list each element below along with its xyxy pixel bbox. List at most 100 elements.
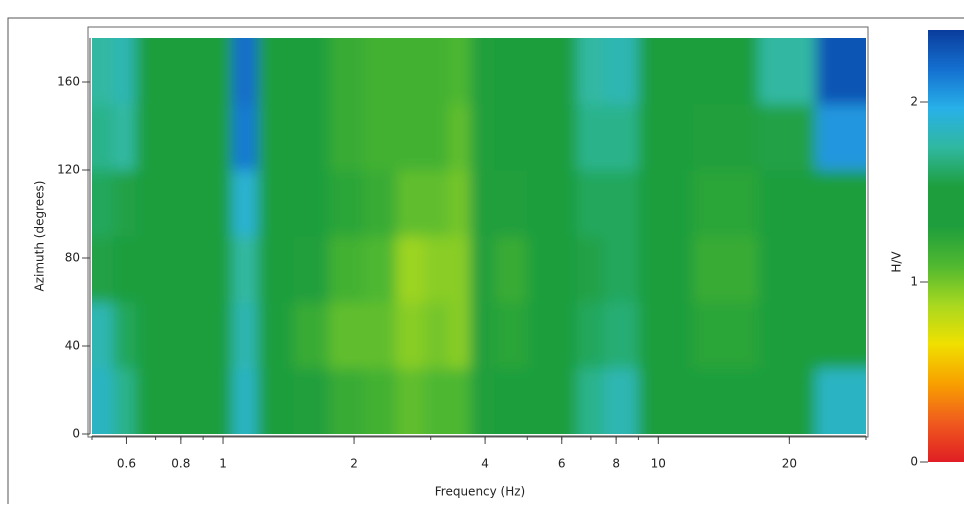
axes: 0.6 0.8 1 2 4 6 8 10 20 0 40 80 120 160 0 1 2 [57, 30, 964, 471]
heatmap-cell [603, 302, 639, 369]
heatmap-cell [424, 170, 450, 237]
heatmap-cell [424, 38, 450, 105]
x-tick-label: 8 [612, 457, 620, 471]
x-tick-label: 2 [350, 457, 358, 471]
heatmap-cell [494, 38, 528, 105]
heatmap-cell [576, 104, 605, 171]
y-tick-label: 160 [57, 75, 80, 89]
heatmap-cell [758, 236, 817, 303]
heatmap-cell [168, 104, 214, 171]
heatmap-cell [92, 38, 114, 105]
heatmap-cell [758, 38, 817, 105]
heatmap-cell [232, 38, 258, 105]
heatmap-cell [576, 236, 605, 303]
y-tick-label: 0 [72, 427, 80, 441]
heatmap-cell [638, 302, 694, 369]
heatmap [92, 38, 866, 434]
colorbar-tick-label: 2 [910, 95, 918, 109]
heatmap-cell [494, 236, 528, 303]
heatmap-cell [494, 302, 528, 369]
heatmap-cell [92, 368, 114, 434]
heatmap-cell [293, 170, 330, 237]
heatmap-cell [527, 368, 578, 434]
heatmap-cell [113, 236, 137, 303]
heatmap-cell [363, 302, 397, 369]
heatmap-cell [470, 302, 495, 369]
heatmap-cell [470, 38, 495, 105]
heatmap-cell [815, 368, 866, 434]
heatmap-cell [135, 236, 170, 303]
heatmap-cell [363, 368, 397, 434]
y-tick-label: 40 [65, 339, 80, 353]
heatmap-cell [815, 236, 866, 303]
heatmap-cell [232, 104, 258, 171]
heatmap-cell [527, 302, 578, 369]
heatmap-cell [424, 302, 450, 369]
heatmap-cell [328, 104, 364, 171]
heatmap-cell [363, 104, 397, 171]
heatmap-cell [692, 368, 760, 434]
heatmap-cell [448, 170, 471, 237]
heatmap-cell [603, 104, 639, 171]
heatmap-cell [113, 368, 137, 434]
heatmap-cell [692, 236, 760, 303]
heatmap-cell [213, 38, 233, 105]
colorbar-tick-label: 1 [910, 275, 918, 289]
heatmap-cell [448, 236, 471, 303]
heatmap-cell [257, 368, 294, 434]
heatmap-cell [92, 104, 114, 171]
heatmap-cell [424, 236, 450, 303]
heatmap-cell [293, 302, 330, 369]
heatmap-cell [232, 302, 258, 369]
x-tick-label: 0.6 [117, 457, 136, 471]
x-tick-label: 1 [219, 457, 227, 471]
heatmap-cell [328, 170, 364, 237]
heatmap-cell [328, 236, 364, 303]
heatmap-cell [328, 38, 364, 105]
heatmap-cell [396, 104, 425, 171]
heatmap-cell [448, 104, 471, 171]
heatmap-cell [113, 104, 137, 171]
colorbar [928, 30, 964, 462]
heatmap-cell [494, 170, 528, 237]
heatmap-cell [576, 302, 605, 369]
heatmap-cell [424, 368, 450, 434]
heatmap-cell [257, 302, 294, 369]
heatmap-cell [638, 104, 694, 171]
heatmap-cell [293, 104, 330, 171]
heatmap-cell [603, 236, 639, 303]
colorbar-tick-label: 0 [910, 455, 918, 469]
heatmap-cell [293, 368, 330, 434]
heatmap-cell [92, 170, 114, 237]
heatmap-cell [213, 368, 233, 434]
heatmap-cell [168, 236, 214, 303]
x-tick-label: 4 [481, 457, 489, 471]
x-tick-label: 6 [558, 457, 566, 471]
heatmap-cell [527, 38, 578, 105]
heatmap-cell [257, 38, 294, 105]
heatmap-cell [92, 302, 114, 369]
heatmap-cell [638, 368, 694, 434]
heatmap-cell [168, 38, 214, 105]
heatmap-cell [527, 104, 578, 171]
heatmap-cell [135, 170, 170, 237]
heatmap-cell [92, 236, 114, 303]
heatmap-cell [758, 170, 817, 237]
heatmap-cell [257, 236, 294, 303]
x-axis-label: Frequency (Hz) [435, 485, 526, 499]
heatmap-cell [758, 368, 817, 434]
heatmap-cell [257, 104, 294, 171]
heatmap-cell [213, 170, 233, 237]
heatmap-cell [576, 368, 605, 434]
heatmap-cell [815, 302, 866, 369]
heatmap-cell [396, 38, 425, 105]
heatmap-cell [257, 170, 294, 237]
heatmap-cell [692, 170, 760, 237]
heatmap-cell [603, 38, 639, 105]
x-tick-label: 0.8 [171, 457, 190, 471]
heatmap-cell [328, 302, 364, 369]
heatmap-cell [396, 302, 425, 369]
heatmap-cell [448, 368, 471, 434]
heatmap-cell [135, 302, 170, 369]
heatmap-cell [213, 236, 233, 303]
